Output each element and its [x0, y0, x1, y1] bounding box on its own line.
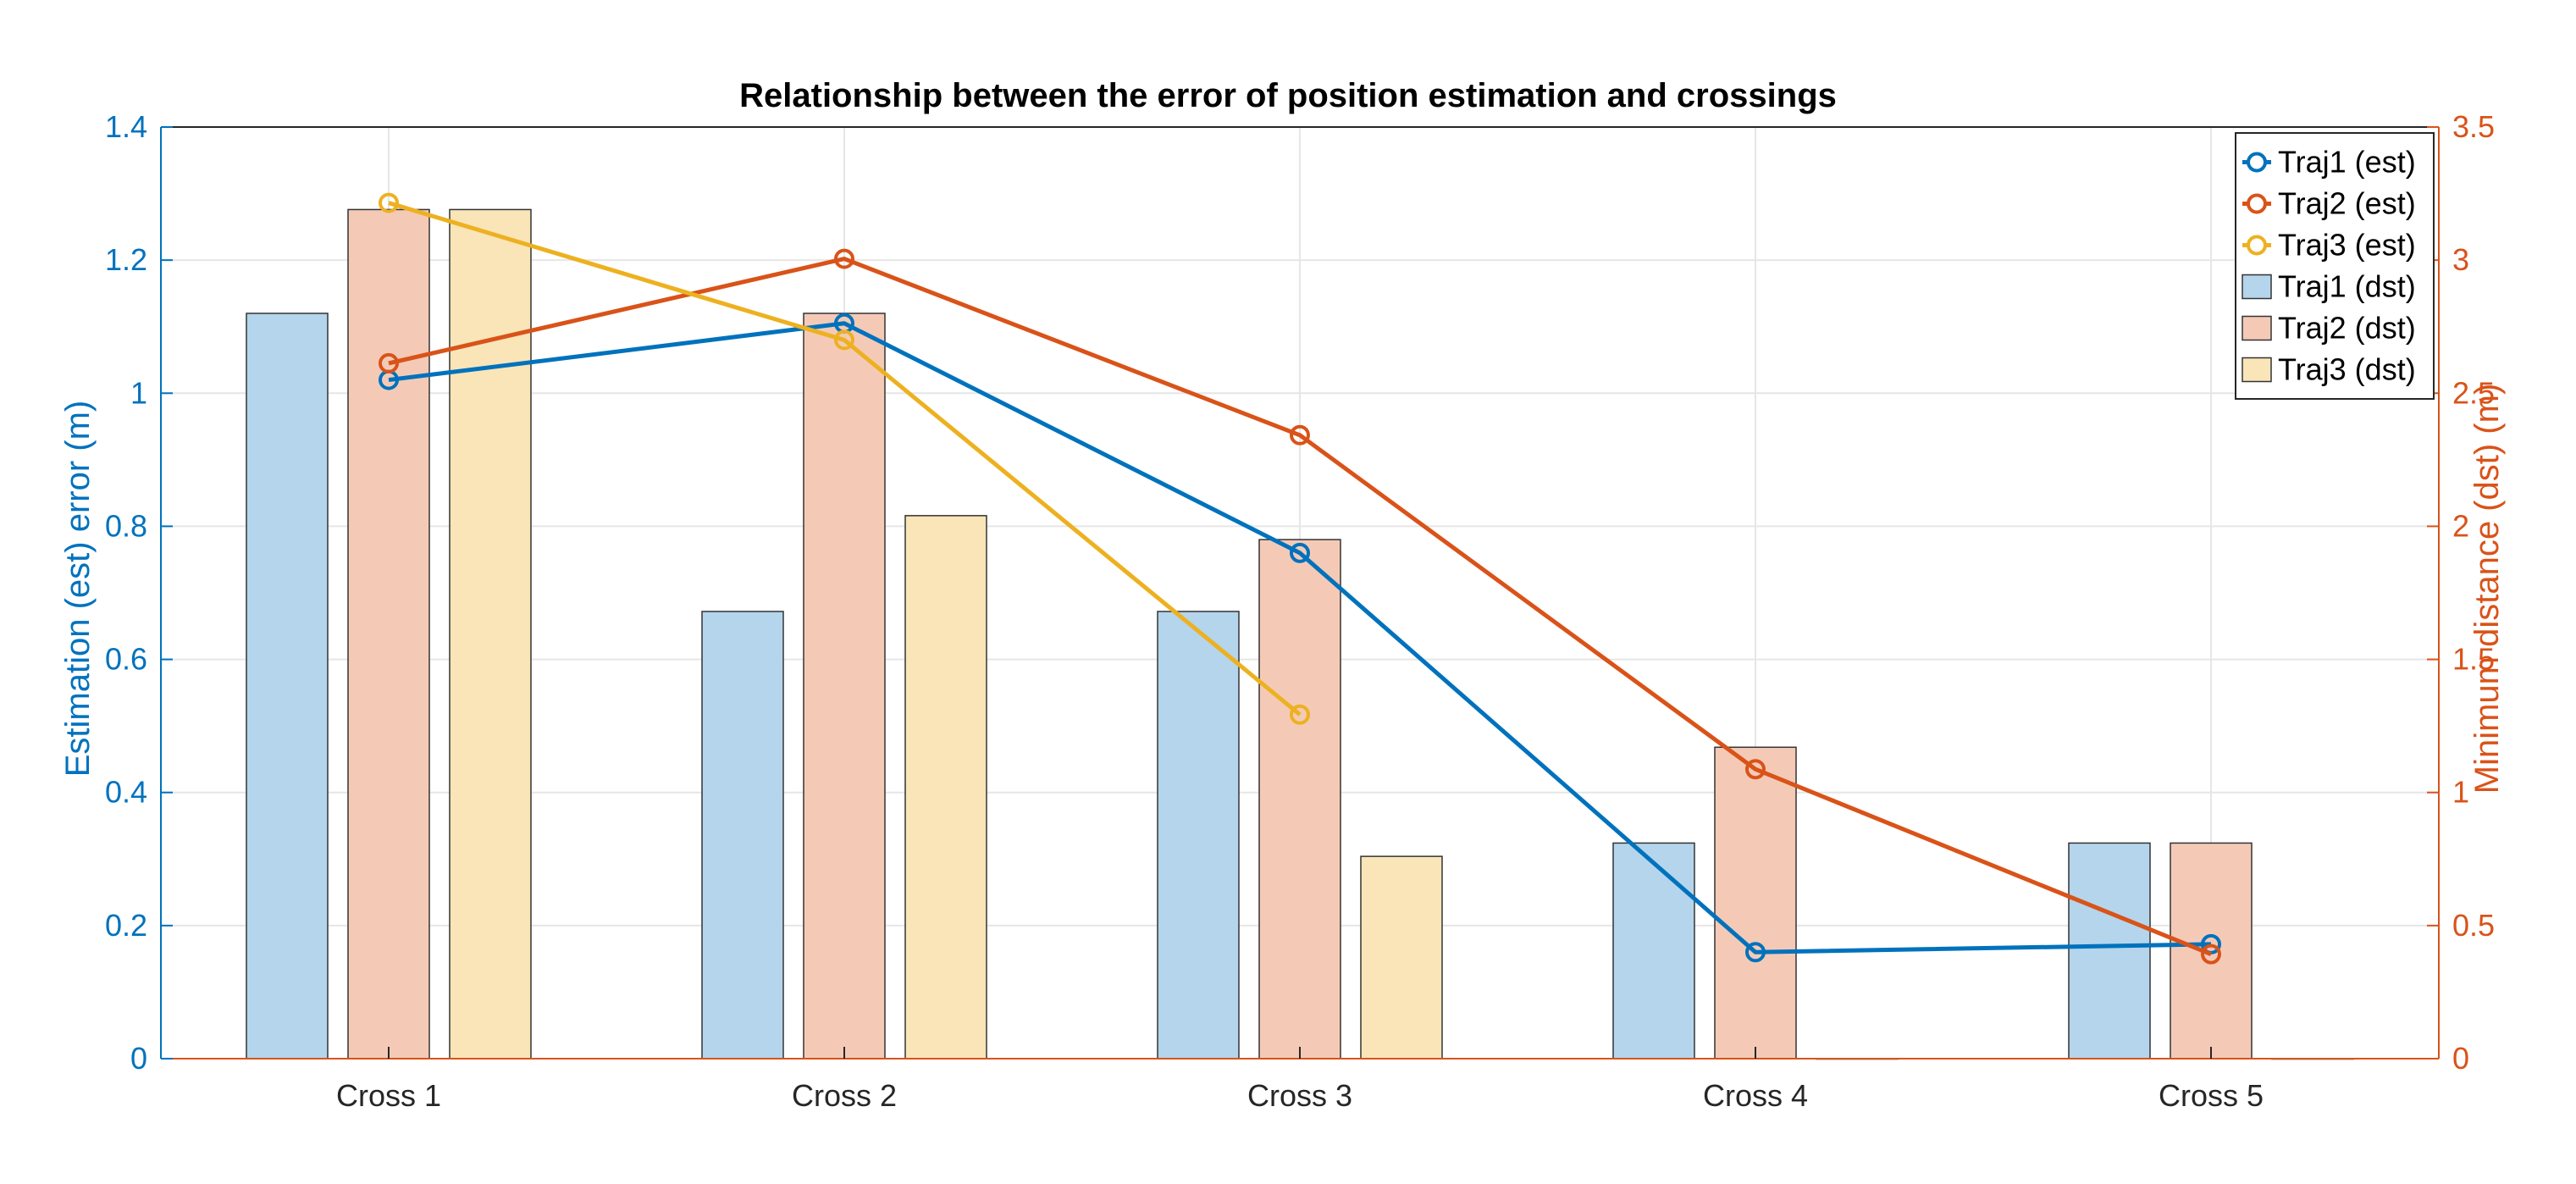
point-traj2-est-3: [1290, 424, 1310, 445]
legend-label: Traj1 (dst): [2278, 269, 2416, 304]
y-right-tick-label: 0: [2452, 1041, 2469, 1076]
y-left-tick-label: 0.8: [105, 508, 147, 543]
legend-marker: [2247, 235, 2267, 256]
point-traj3-est-1: [379, 192, 399, 213]
point-traj1-est-4: [1745, 942, 1766, 963]
bar-traj3-dst--2: [904, 515, 987, 1060]
x-tick-label: Cross 3: [1247, 1078, 1352, 1113]
y-right-tick-label: 2.5: [2452, 375, 2495, 410]
legend-bar-swatch: [2242, 357, 2272, 383]
line-traj3-est: [388, 201, 1302, 716]
bar-traj3-dst--1: [449, 208, 532, 1060]
legend-bar-swatch: [2242, 274, 2272, 300]
point-traj3-est-2: [834, 329, 854, 351]
y-right-axis-label: Minimum distance (dst) (m): [2468, 384, 2506, 794]
legend: Traj1 (est) Traj2 (est) Traj3 (est) Traj1 (…: [2235, 132, 2435, 400]
y-left-tick-label: 0.2: [105, 908, 147, 943]
line-group: [379, 192, 2221, 965]
axes: 0 0.2 0.4 0.6 0.8 1 1.2 1.4 0 0.5 1 1.5 2 2.5 3 3.5 Cros…: [105, 109, 2495, 1113]
bar-traj2-dst--3: [1258, 539, 1341, 1060]
point-traj1-est-3: [1290, 542, 1310, 563]
legend-box: [2235, 132, 2435, 400]
bar-traj1-dst--3: [1157, 611, 1240, 1060]
bar-traj2-dst--5: [2170, 842, 2253, 1060]
legend-marker: [2247, 193, 2267, 214]
y-right-tick-label: 2: [2452, 508, 2469, 543]
bar-traj1-dst--1: [246, 313, 329, 1060]
x-tick-label: Cross 2: [792, 1078, 897, 1113]
legend-label: Traj2 (dst): [2278, 311, 2416, 346]
chart-title: Relationship between the error of positi…: [739, 77, 1837, 114]
y-left-tick-label: 1: [130, 375, 147, 410]
bar-traj2-dst--2: [803, 313, 886, 1060]
x-tick-label: Cross 4: [1703, 1078, 1808, 1113]
point-traj2-est-1: [379, 352, 399, 373]
y-left-tick-label: 0.6: [105, 642, 147, 677]
y-right-tick-label: 1.5: [2452, 642, 2495, 677]
legend-marker: [2247, 152, 2267, 173]
y-left-tick-label: 0: [130, 1041, 147, 1076]
x-tick-label: Cross 5: [2159, 1078, 2264, 1113]
bar-traj2-dst--1: [347, 208, 430, 1060]
legend-label: Traj2 (est): [2278, 186, 2416, 221]
bar-traj1-dst--5: [2068, 842, 2151, 1060]
bar-traj1-dst--4: [1612, 842, 1695, 1060]
bar-traj2-dst--4: [1714, 746, 1797, 1060]
point-traj2-est-2: [834, 248, 854, 269]
y-left-tick-label: 0.4: [105, 775, 147, 810]
bar-traj1-dst--2: [701, 611, 784, 1060]
legend-label: Traj3 (est): [2278, 228, 2416, 263]
y-right-tick-label: 0.5: [2452, 908, 2495, 943]
legend-bar-swatch: [2242, 315, 2272, 341]
legend-label: Traj3 (dst): [2278, 352, 2416, 387]
point-traj2-est-4: [1745, 759, 1766, 780]
point-traj3-est-3: [1290, 704, 1310, 725]
y-right-tick-label: 3: [2452, 242, 2469, 277]
y-left-axis-label: Estimation (est) error (m): [59, 401, 97, 777]
line-traj1-est: [388, 321, 2212, 954]
x-tick-label: Cross 1: [336, 1078, 441, 1113]
y-left-tick-label: 1.2: [105, 242, 147, 277]
y-left-tick-label: 1.4: [105, 109, 147, 144]
y-right-tick-label: 3.5: [2452, 109, 2495, 144]
point-traj2-est-5: [2201, 943, 2221, 965]
legend-label: Traj1 (est): [2278, 145, 2416, 180]
bar-group: [246, 208, 2354, 1060]
bar-traj3-dst--3: [1360, 855, 1443, 1060]
y-right-tick-label: 1: [2452, 775, 2469, 810]
